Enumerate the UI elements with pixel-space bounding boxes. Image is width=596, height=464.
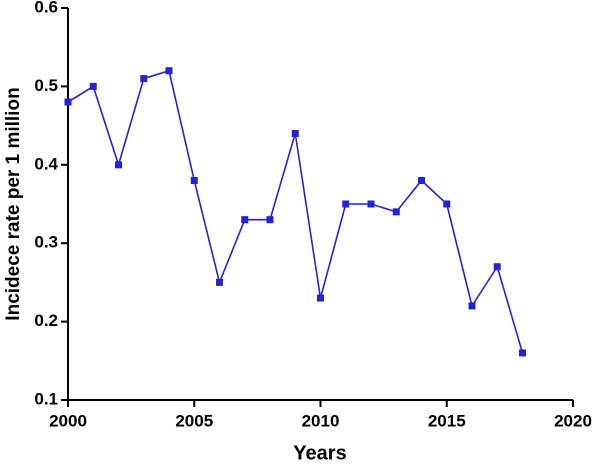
marker xyxy=(443,200,451,208)
y-axis-title: Incidece rate per 1 million xyxy=(3,87,24,320)
x-tick-label: 2015 xyxy=(428,411,466,430)
x-tick-label: 2005 xyxy=(175,411,213,430)
marker xyxy=(190,176,198,184)
marker xyxy=(64,98,72,106)
marker xyxy=(342,200,350,208)
marker xyxy=(241,216,249,224)
marker xyxy=(140,75,148,83)
y-tick-label: 0.5 xyxy=(34,76,58,95)
y-tick-label: 0.1 xyxy=(34,389,58,408)
x-tick-label: 2010 xyxy=(302,411,340,430)
marker xyxy=(216,278,223,286)
x-tick-label: 2000 xyxy=(49,411,87,430)
line xyxy=(67,69,524,354)
marker xyxy=(493,263,501,271)
marker xyxy=(115,161,122,169)
marker xyxy=(89,82,97,90)
marker xyxy=(367,200,375,208)
marker xyxy=(266,216,274,224)
y-tick-label: 0.4 xyxy=(34,154,58,173)
marker xyxy=(317,294,324,302)
marker xyxy=(468,302,476,310)
marker xyxy=(392,208,400,216)
y-tick-label: 0.3 xyxy=(34,233,58,252)
marker xyxy=(418,176,425,184)
marker xyxy=(165,67,173,75)
x-tick-label: 2020 xyxy=(554,411,592,430)
marker xyxy=(519,349,526,357)
x-axis-title: Years xyxy=(293,442,346,464)
y-tick-label: 0.2 xyxy=(34,311,58,330)
y-tick-label: 0.6 xyxy=(34,0,58,16)
marker xyxy=(291,129,299,137)
